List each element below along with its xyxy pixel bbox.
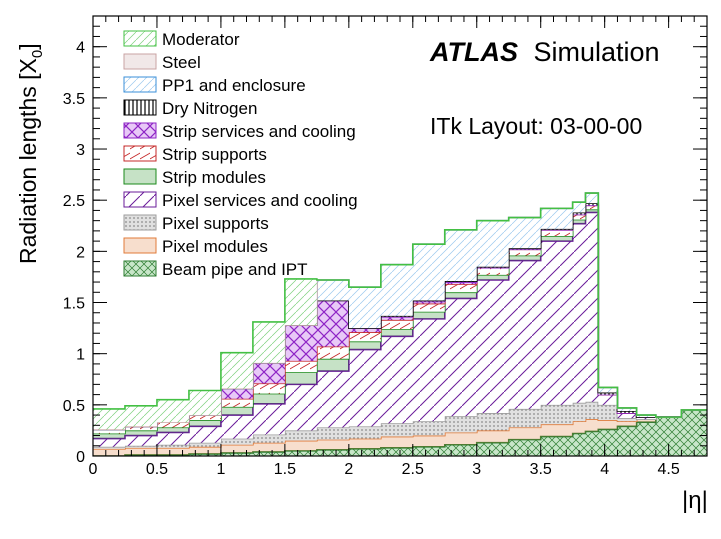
legend-swatch: [123, 260, 157, 277]
y-tick-label: 2: [76, 244, 85, 261]
legend-item-beam-pipe-and-ipt: Beam pipe and IPT: [123, 260, 308, 279]
legend-item-pixel-services-and-cooling: Pixel services and cooling: [123, 191, 358, 210]
legend-label: Pixel supports: [162, 214, 269, 233]
x-tick-label: 3.5: [530, 461, 552, 478]
x-tick-label: 3: [472, 461, 481, 478]
x-tick-label: 2.5: [402, 461, 424, 478]
legend-item-steel: Steel: [123, 53, 201, 72]
legend-swatch: [123, 122, 157, 139]
legend-swatch: [123, 99, 157, 116]
stacked-areas: [93, 192, 707, 456]
x-tick-label: 0: [89, 461, 98, 478]
legend-swatch: [123, 53, 157, 70]
itk-layout-label: ITk Layout: 03-00-00: [430, 113, 642, 139]
legend-swatch: [123, 237, 157, 254]
legend-label: Strip modules: [162, 168, 266, 187]
legend-label: Pixel modules: [162, 237, 268, 256]
legend-item-pp1-and-enclosure: PP1 and enclosure: [123, 76, 306, 95]
x-tick-label: 1: [216, 461, 225, 478]
legend-item-moderator: Moderator: [123, 30, 240, 49]
area-beam-pipe-and-ipt: [93, 409, 707, 456]
y-tick-label: 1: [76, 347, 85, 364]
y-axis-label: Radiation lengths [X0]: [15, 43, 46, 264]
x-tick-label: 2: [344, 461, 353, 478]
area-pixel-modules: [93, 409, 707, 456]
legend-label: Pixel services and cooling: [162, 191, 358, 210]
series-line-pixel-supports: [93, 400, 707, 448]
legend-item-strip-services-and-cooling: Strip services and cooling: [123, 122, 356, 141]
x-tick-label: 4: [600, 461, 609, 478]
x-tick-label: 1.5: [274, 461, 296, 478]
legend-swatch: [123, 168, 157, 185]
axes: 0 0.5 1 1.5 2 2.5 3 3.5 4 4.5 0 0.5 1 1.5 2 2.5 3 3.5 4: [63, 15, 708, 478]
atlas-label: ATLAS Simulation: [429, 37, 660, 67]
legend-item-pixel-supports: Pixel supports: [123, 214, 269, 233]
legend-label: Moderator: [162, 30, 240, 49]
legend: Moderator Steel PP1 and enclosure Dry Nitro…: [123, 30, 358, 279]
legend-swatch: [123, 191, 157, 208]
legend-item-dry-nitrogen: Dry Nitrogen: [123, 99, 257, 118]
legend-item-strip-supports: Strip supports: [123, 145, 267, 164]
area-pixel-supports: [93, 401, 707, 449]
series-line-moderator: [93, 192, 707, 418]
legend-item-pixel-modules: Pixel modules: [123, 237, 268, 256]
legend-label: Beam pipe and IPT: [162, 260, 308, 279]
area-pixel-services-and-cooling: [93, 212, 707, 447]
y-tick-label: 2.5: [63, 193, 85, 210]
area-pp1-and-enclosure: [93, 193, 707, 430]
y-tick-label: 3: [76, 142, 85, 159]
atlas-simulation: Simulation: [534, 37, 660, 67]
legend-swatch: [123, 30, 157, 47]
legend-swatch: [123, 145, 157, 162]
legend-label: Strip supports: [162, 145, 267, 164]
y-tick-label: 1.5: [63, 296, 85, 313]
y-tick-label: 0: [76, 449, 85, 466]
x-axis-label: |η|: [682, 487, 708, 514]
atlas-bold: ATLAS: [429, 37, 518, 67]
area-moderator: [93, 193, 707, 430]
y-tick-label: 0.5: [63, 398, 85, 415]
y-tick-label: 3.5: [63, 91, 85, 108]
legend-swatch: [123, 214, 157, 231]
x-tick-label: 4.5: [658, 461, 680, 478]
legend-label: Dry Nitrogen: [162, 99, 257, 118]
legend-label: PP1 and enclosure: [162, 76, 306, 95]
legend-label: Steel: [162, 53, 201, 72]
x-tick-label: 0.5: [146, 461, 168, 478]
y-tick-label: 4: [76, 40, 85, 57]
legend-label: Strip services and cooling: [162, 122, 356, 141]
legend-item-strip-modules: Strip modules: [123, 168, 266, 187]
legend-swatch: [123, 76, 157, 93]
